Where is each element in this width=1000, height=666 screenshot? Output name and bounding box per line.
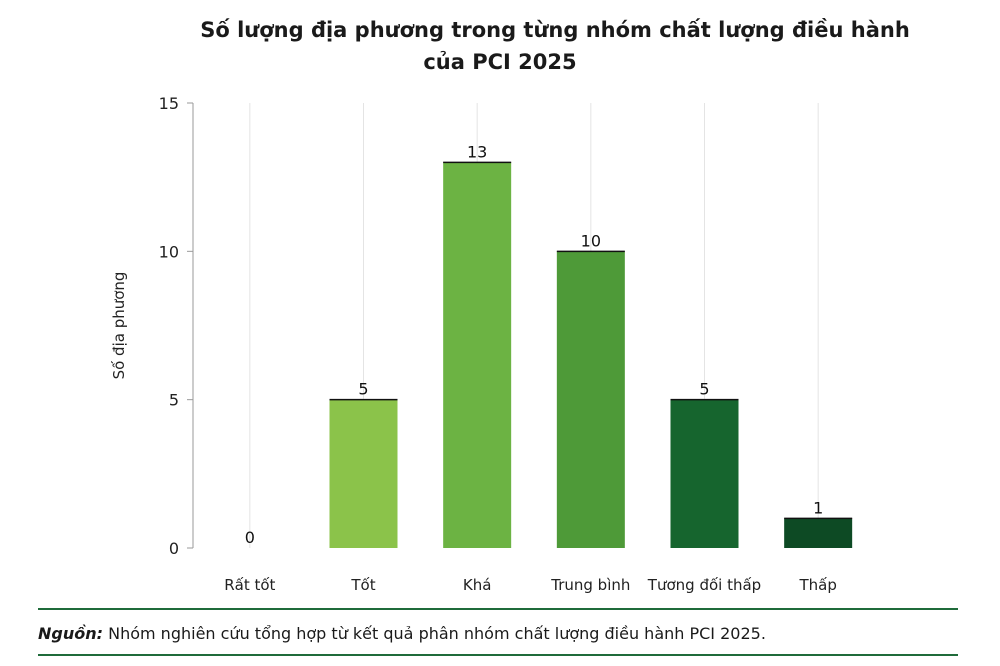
source-note: Nguồn: Nhóm nghiên cứu tổng hợp từ kết q… (38, 624, 766, 643)
chart-title: Số lượng địa phương trong từng nhóm chất… (0, 14, 1000, 78)
data-label: 13 (467, 142, 487, 161)
footer-divider-top (38, 608, 958, 610)
data-label: 5 (699, 380, 709, 399)
source-label: Nguồn: (38, 624, 104, 643)
x-tick-label: Khá (463, 576, 492, 594)
x-tick-label: Tương đối thấp (647, 576, 761, 594)
footer-divider-bottom (38, 654, 958, 656)
x-tick-label: Rất tốt (224, 576, 275, 594)
y-tick-label: 10 (159, 242, 179, 261)
y-tick-label: 15 (159, 94, 179, 113)
x-tick-label: Tốt (350, 576, 375, 594)
chart-title-line1: Số lượng địa phương trong từng nhóm chất… (200, 18, 910, 42)
chart-title-line2: của PCI 2025 (423, 50, 577, 74)
bar-2 (443, 162, 512, 549)
y-tick-label: 5 (169, 391, 179, 410)
x-tick-label: Trung bình (550, 576, 630, 594)
data-label: 1 (813, 498, 823, 517)
data-label: 5 (358, 380, 368, 399)
bar-4 (670, 399, 739, 548)
bar-5 (784, 518, 853, 548)
bar-3 (556, 251, 625, 549)
y-axis-label: Số địa phương (110, 272, 128, 380)
y-tick-label: 0 (169, 539, 179, 558)
source-text: Nhóm nghiên cứu tổng hợp từ kết quả phân… (108, 624, 766, 643)
x-tick-label: Thấp (798, 576, 836, 594)
data-label: 0 (245, 528, 255, 547)
data-label: 10 (581, 231, 601, 250)
bar-1 (329, 399, 398, 548)
